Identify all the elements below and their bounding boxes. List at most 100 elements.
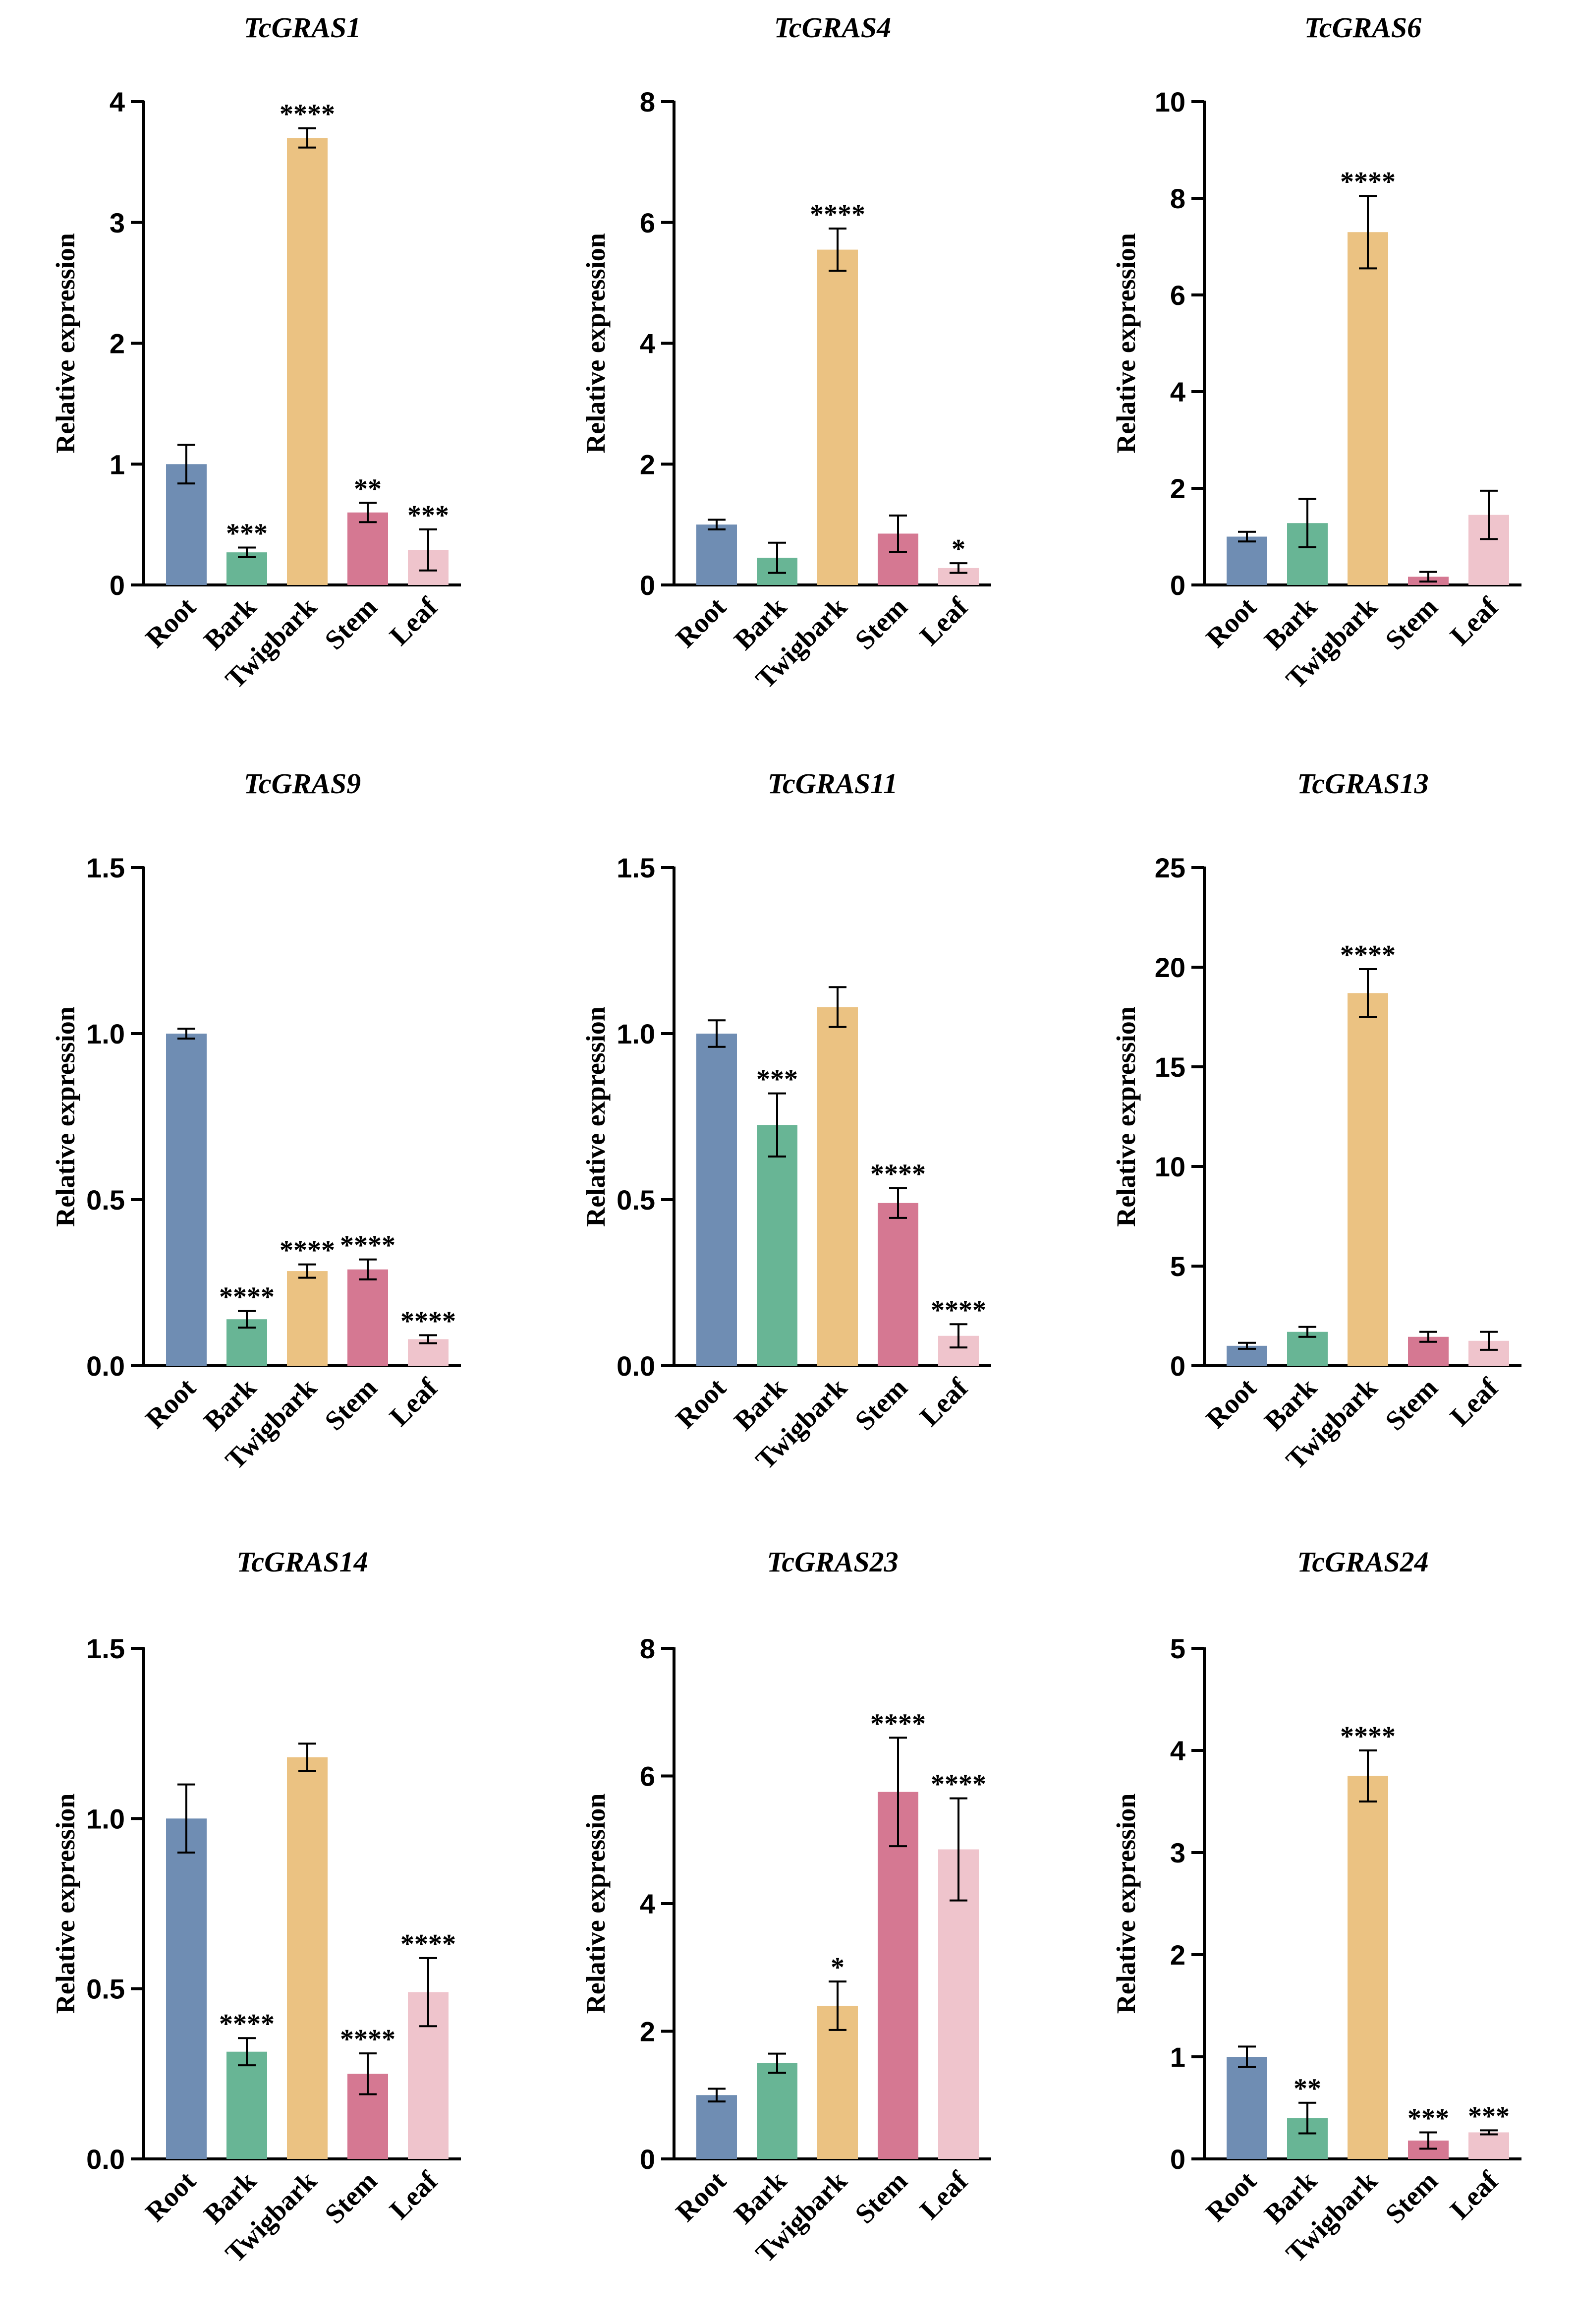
y-tick-label: 8 [640,86,655,117]
y-tick-label: 0.5 [86,1184,125,1216]
bar-leaf [1468,2132,1509,2159]
y-tick-label: 10 [1155,86,1185,117]
bar-stem [347,512,388,585]
x-tick-label: Leaf [384,591,444,651]
significance-label: ** [354,473,382,504]
bar-twigbark [287,1271,328,1366]
y-tick-label: 0 [1170,1350,1185,1382]
chart-title: TcGRAS9 [244,767,361,800]
x-tick-label: Root [670,2165,732,2227]
chart-title: TcGRAS24 [1297,1546,1428,1578]
significance-label: *** [1468,2101,1510,2132]
significance-label: **** [1340,167,1396,197]
y-tick-label: 6 [640,207,655,238]
y-tick-label: 4 [110,86,125,117]
x-tick-label: Root [140,2165,202,2227]
significance-label: *** [407,500,449,531]
y-tick-label: 1.5 [86,1633,125,1664]
chart-title: TcGRAS11 [768,767,898,800]
significance-label: **** [810,199,865,230]
x-tick-label: Stem [849,591,914,656]
bar-root [166,1034,207,1366]
y-tick-label: 5 [1170,1633,1185,1664]
y-tick-label: 20 [1155,952,1185,983]
y-tick-label: 0.0 [86,2144,125,2175]
x-tick-label: Stem [849,2165,914,2230]
x-tick-label: Leaf [384,1372,444,1432]
bar-root [1227,2057,1267,2159]
x-tick-label: Stem [319,2165,384,2230]
y-tick-label: 8 [1170,183,1185,214]
y-tick-label: 1.5 [86,852,125,883]
y-axis-label: Relative expression [1111,1006,1141,1226]
significance-label: **** [280,99,335,130]
chart-panel-TcGRAS11: TcGRAS11 Relative expression 0.0 0.5 1.0 1.5 R… [581,767,991,1475]
y-tick-label: 10 [1155,1151,1185,1182]
y-axis-label: Relative expression [581,233,611,453]
bar-bark [226,2051,267,2159]
x-tick-label: Stem [1380,591,1444,656]
significance-label: *** [226,518,268,549]
bar-twigbark [287,138,328,585]
chart-panel-TcGRAS9: TcGRAS9 Relative expression 0.0 0.5 1.0 1.5 Ro… [51,767,461,1475]
x-tick-label: Leaf [1444,2165,1505,2225]
significance-label: **** [1340,940,1396,971]
significance-label: **** [219,1281,275,1312]
significance-label: **** [280,1235,335,1266]
y-tick-label: 2 [640,2016,655,2047]
x-tick-label: Stem [319,1372,384,1437]
y-tick-label: 0 [1170,570,1185,601]
y-axis-label: Relative expression [581,1006,611,1226]
significance-label: **** [400,1306,456,1336]
y-tick-label: 0 [640,2144,655,2175]
bar-root [1227,536,1267,585]
y-axis-label: Relative expression [51,233,80,453]
significance-label: **** [870,1159,926,1190]
chart-panel-TcGRAS13: TcGRAS13 Relative expression 0 5 10 15 20 25 Roo… [1111,767,1521,1475]
y-axis-label: Relative expression [581,1794,611,2014]
significance-label: **** [870,1708,926,1739]
y-tick-label: 0 [110,570,125,601]
y-tick-label: 2 [1170,1939,1185,1971]
y-tick-label: 1.0 [86,1018,125,1049]
x-tick-label: Stem [849,1372,914,1437]
y-axis-label: Relative expression [1111,233,1141,453]
significance-label: *** [1407,2103,1449,2134]
significance-label: *** [756,1064,798,1095]
x-tick-label: Root [1200,2165,1262,2227]
x-tick-label: Leaf [914,591,974,651]
bar-root [696,524,737,585]
x-tick-label: Root [1200,1372,1262,1434]
bar-root [696,2095,737,2159]
significance-label: **** [219,2009,275,2039]
chart-panel-TcGRAS14: TcGRAS14 Relative expression 0.0 0.5 1.0 1.5 R… [51,1546,461,2268]
x-tick-label: Leaf [384,2165,444,2225]
x-tick-label: Root [670,591,732,653]
bar-twigbark [1348,993,1388,1366]
y-axis-label: Relative expression [51,1006,80,1226]
y-axis-label: Relative expression [51,1794,80,2014]
significance-label: **** [1340,1721,1396,1752]
x-tick-label: Stem [1380,2165,1444,2230]
y-tick-label: 4 [1170,1735,1185,1766]
significance-label: **** [340,2024,395,2055]
chart-title: TcGRAS1 [244,11,361,44]
bar-twigbark [817,249,858,585]
y-tick-label: 1.0 [617,1018,655,1049]
x-tick-label: Stem [1380,1372,1444,1437]
x-tick-label: Root [140,1372,202,1434]
y-tick-label: 5 [1170,1251,1185,1282]
y-tick-label: 1 [1170,2041,1185,2073]
x-tick-label: Root [670,1372,732,1434]
significance-label: **** [931,1295,986,1326]
y-tick-label: 2 [110,328,125,359]
significance-label: * [831,1952,844,1983]
y-tick-label: 3 [1170,1837,1185,1868]
y-tick-label: 0.0 [617,1350,655,1382]
y-tick-label: 4 [1170,376,1185,407]
chart-title: TcGRAS13 [1297,767,1428,800]
significance-label: **** [400,1929,456,1960]
